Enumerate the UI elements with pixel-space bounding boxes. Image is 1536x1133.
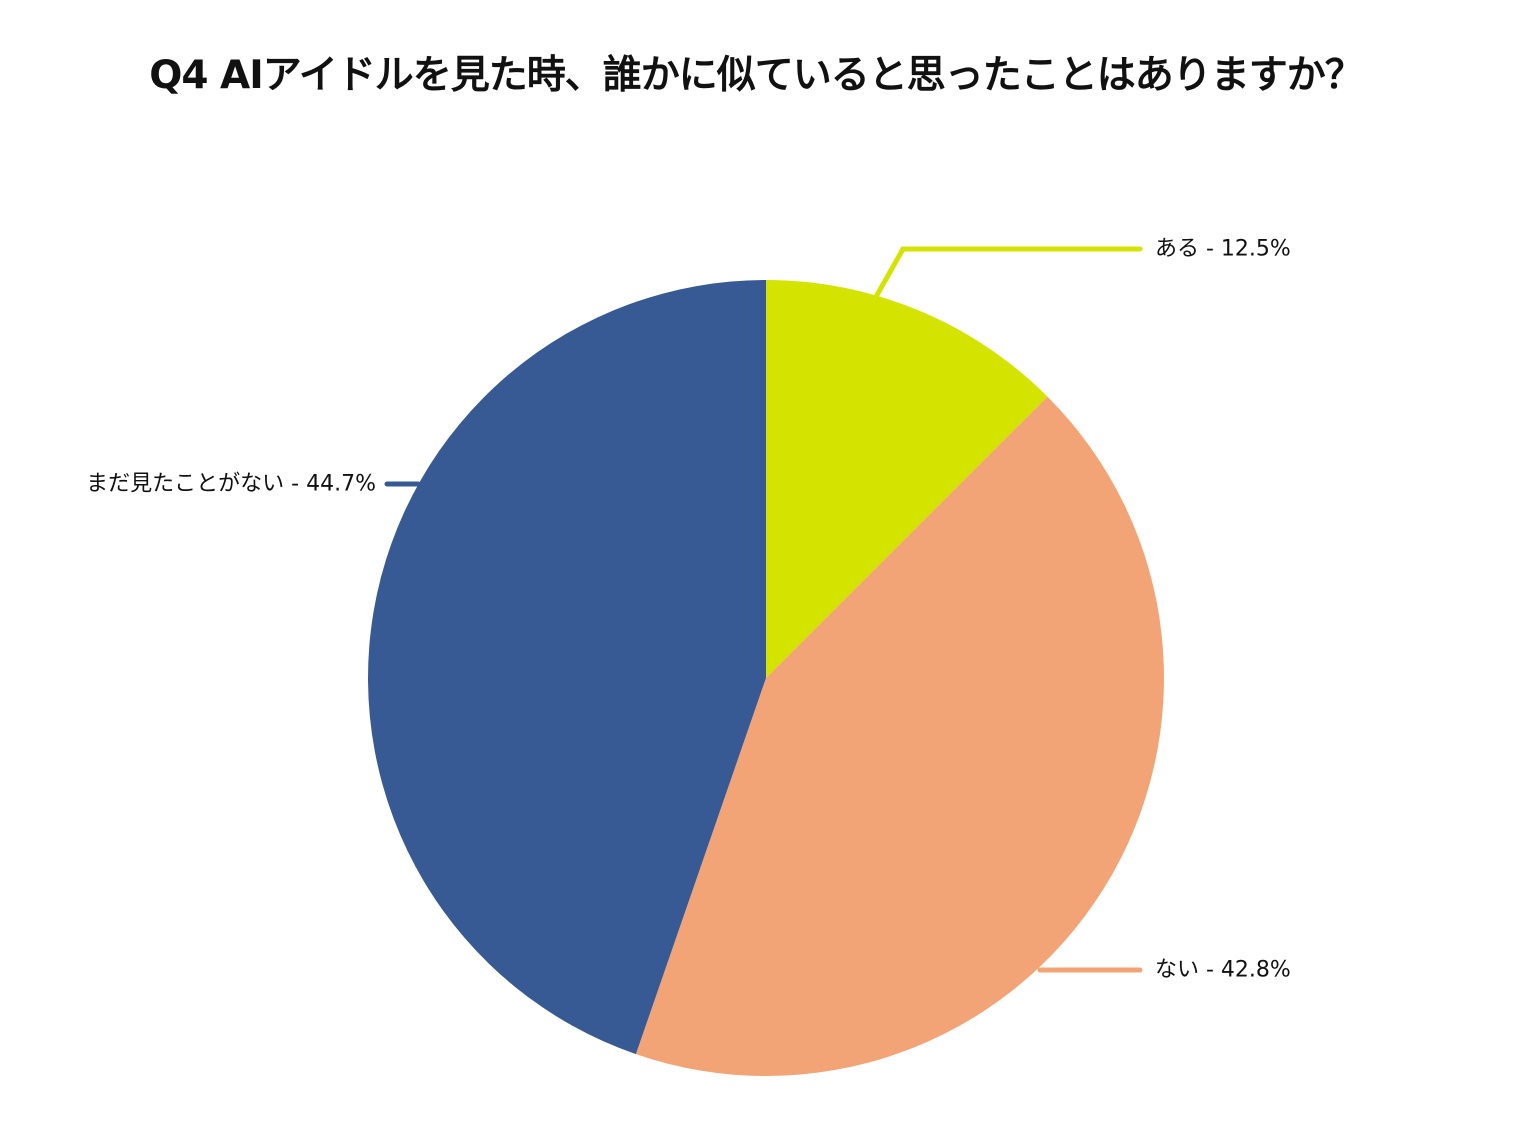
chart-title: Q4 AIアイドルを見た時、誰かに似ていると思ったことはありますか？ [149,53,1364,98]
data-label: ない - 42.8% [1155,958,1291,983]
pie-slice [766,280,1048,678]
pie-slice [635,396,1164,1077]
data-label: ある - 12.5% [1155,237,1291,262]
leader-line [874,246,1143,298]
data-label: まだ見たことがない - 44.7% [86,472,376,497]
pie-slice [367,280,766,1055]
